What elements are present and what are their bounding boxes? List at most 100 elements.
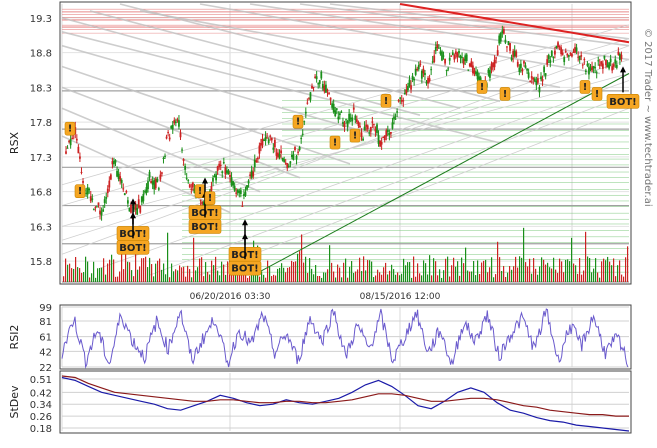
volume-bar	[159, 258, 161, 282]
candle-body	[442, 55, 445, 57]
fan-line	[199, 107, 630, 276]
candle-body	[589, 67, 592, 71]
candle-body	[544, 73, 547, 76]
candle-body	[142, 193, 145, 202]
candle-body	[462, 58, 465, 65]
candle-body	[199, 199, 202, 201]
candle-body	[402, 100, 405, 102]
candle-body	[126, 200, 129, 204]
candle-body	[182, 158, 185, 161]
candle-body	[345, 119, 347, 121]
volume-bar	[615, 276, 617, 282]
volume-bar	[423, 260, 425, 282]
candle-body	[117, 173, 120, 180]
candle-body	[608, 62, 610, 69]
candle-body	[620, 54, 623, 59]
y-tick-label: 16.8	[30, 188, 52, 199]
candle-body	[427, 77, 429, 84]
volume-bar	[385, 262, 387, 282]
candle-body	[558, 46, 561, 48]
candle-body	[529, 80, 532, 82]
candle-body	[255, 160, 258, 162]
volume-bar	[463, 263, 465, 282]
candle-body	[332, 103, 335, 113]
candle-body	[86, 187, 89, 195]
volume-bar	[101, 267, 103, 282]
signal-label: !	[198, 186, 203, 197]
volume-bar	[541, 257, 543, 282]
volume-bar	[599, 277, 601, 282]
candle-body	[537, 78, 539, 83]
volume-bar	[89, 277, 91, 282]
candle-body	[614, 59, 617, 64]
volume-bar	[169, 277, 171, 282]
volume-bar	[447, 256, 449, 282]
candle-body	[148, 171, 151, 178]
candle-body	[236, 189, 239, 193]
candle-body	[523, 61, 525, 64]
volume-bar	[69, 263, 71, 282]
signal-label: !	[296, 117, 301, 128]
volume-bar	[427, 274, 429, 282]
candle-body	[433, 55, 436, 62]
volume-bar	[261, 271, 263, 282]
candle-body	[66, 147, 69, 149]
candle-body	[355, 119, 358, 122]
volume-bar	[477, 260, 479, 282]
candle-body	[362, 138, 364, 141]
volume-bar	[77, 267, 79, 282]
volume-bar	[103, 258, 105, 282]
volume-bar	[335, 277, 337, 282]
volume-bar	[577, 273, 579, 282]
volume-bar	[487, 272, 489, 282]
candle-body	[371, 121, 374, 123]
candle-body	[567, 55, 570, 57]
candle-body	[447, 68, 450, 70]
volume-bar	[187, 265, 189, 282]
signal-arrowhead	[130, 198, 136, 205]
volume-bar	[279, 267, 281, 282]
volume-bar	[277, 268, 279, 282]
volume-bar	[393, 269, 395, 282]
channel-line	[61, 65, 351, 165]
candle-body	[428, 78, 431, 82]
volume-bar	[449, 276, 451, 282]
volume-bar	[579, 258, 581, 282]
channel-line	[61, 135, 231, 214]
candle-body	[416, 68, 419, 71]
candle-body	[526, 68, 528, 71]
candle-body	[298, 147, 301, 151]
volume-bar	[123, 269, 125, 282]
candle-body	[329, 97, 332, 100]
volume-bar	[137, 269, 139, 282]
candle-body	[106, 188, 109, 194]
volume-bar	[549, 267, 551, 282]
candle-body	[154, 179, 157, 189]
candle-body	[407, 86, 409, 91]
y-tick-label: 17.3	[30, 153, 52, 164]
candle-body	[89, 196, 92, 202]
candle-body	[413, 78, 416, 81]
volume-bar	[207, 271, 209, 282]
y-tick-label: 18.3	[30, 83, 52, 94]
signal-arrowhead	[242, 219, 248, 226]
channel-lines	[61, 3, 630, 276]
volume-bar	[529, 258, 531, 282]
volume-bar	[387, 274, 389, 282]
volume-bar	[195, 270, 197, 282]
candle-body	[492, 62, 494, 68]
candle-body	[140, 196, 143, 203]
candle-body	[80, 171, 83, 173]
candle-body	[515, 51, 518, 57]
volume-bar	[337, 264, 339, 282]
volume-bar	[417, 263, 419, 282]
volume-bar	[401, 273, 403, 282]
volume-bar	[583, 270, 585, 282]
volume-bar	[567, 259, 569, 282]
candle-body	[453, 55, 456, 60]
candle-body	[151, 181, 154, 185]
volume-bar	[269, 266, 271, 282]
volume-bar	[551, 268, 553, 282]
volume-bar	[395, 274, 397, 282]
